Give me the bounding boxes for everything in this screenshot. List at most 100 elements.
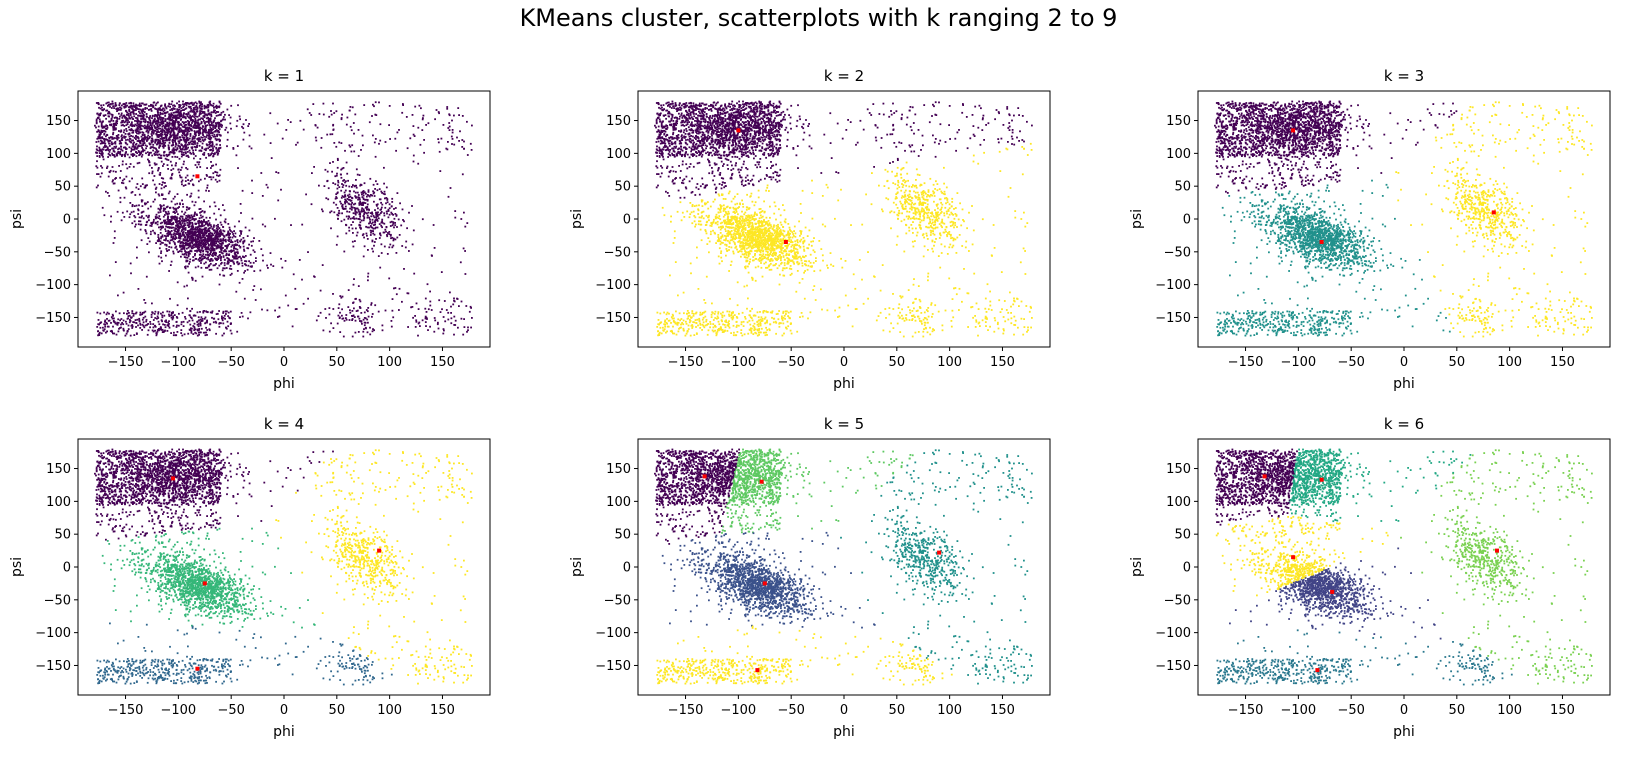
data-point — [128, 106, 130, 108]
data-point — [140, 229, 142, 231]
data-point — [166, 154, 168, 156]
data-point — [346, 216, 348, 218]
data-point — [110, 322, 112, 324]
data-point — [205, 254, 207, 256]
data-point — [211, 132, 213, 134]
data-point — [444, 320, 446, 322]
data-point — [168, 223, 170, 225]
data-point — [463, 148, 465, 150]
data-point — [223, 256, 225, 258]
data-point — [471, 125, 473, 127]
data-point — [227, 132, 229, 134]
data-point — [471, 317, 473, 319]
data-point — [129, 136, 131, 138]
data-point — [352, 232, 354, 234]
data-point — [123, 328, 125, 330]
data-point — [363, 210, 365, 212]
data-point — [151, 225, 153, 227]
data-point — [150, 206, 152, 208]
data-point — [172, 223, 174, 225]
data-point — [102, 327, 104, 329]
data-point — [157, 123, 159, 125]
data-point — [160, 207, 162, 209]
data-point — [120, 201, 122, 203]
data-point — [153, 119, 155, 121]
data-point — [167, 235, 169, 237]
data-point — [226, 234, 228, 236]
scatter-points — [654, 101, 1033, 338]
data-point — [215, 138, 217, 140]
data-point — [200, 243, 202, 245]
data-point — [99, 152, 101, 154]
data-point — [449, 292, 451, 294]
data-point — [204, 229, 206, 231]
data-point — [115, 311, 117, 313]
data-point — [179, 127, 181, 129]
data-point — [211, 111, 213, 113]
data-point — [154, 330, 156, 332]
data-point — [138, 288, 140, 290]
data-point — [176, 111, 178, 113]
data-point — [370, 232, 372, 234]
data-point — [353, 302, 355, 304]
data-point — [341, 315, 343, 317]
data-point — [145, 230, 147, 232]
data-point — [192, 152, 194, 154]
data-point — [185, 124, 187, 126]
data-point — [269, 112, 271, 114]
data-point — [378, 311, 380, 313]
data-point — [164, 244, 166, 246]
data-point — [372, 219, 374, 221]
data-point — [181, 220, 183, 222]
data-point — [125, 151, 127, 153]
data-point — [214, 152, 216, 154]
data-point — [217, 122, 219, 124]
data-point — [375, 138, 377, 140]
data-point — [120, 109, 122, 111]
data-point — [101, 107, 103, 109]
data-point — [175, 146, 177, 148]
data-point — [372, 213, 374, 215]
data-point — [206, 258, 208, 260]
data-point — [169, 311, 171, 313]
data-point — [381, 226, 383, 228]
data-point — [186, 194, 188, 196]
data-point — [183, 138, 185, 140]
data-point — [450, 306, 452, 308]
data-point — [188, 183, 190, 185]
data-point — [112, 116, 114, 118]
data-point — [222, 119, 224, 121]
data-point — [211, 165, 213, 167]
data-point — [167, 217, 169, 219]
data-point — [391, 246, 393, 248]
data-point — [387, 253, 389, 255]
data-point — [150, 128, 152, 130]
data-point — [142, 112, 144, 114]
data-point — [203, 154, 205, 156]
data-point — [341, 177, 343, 179]
data-point — [245, 227, 247, 229]
data-point — [123, 103, 125, 105]
data-point — [190, 230, 192, 232]
data-point — [317, 127, 319, 129]
data-point — [184, 212, 186, 214]
data-point — [98, 126, 100, 128]
data-point — [119, 102, 121, 104]
data-point — [111, 330, 113, 332]
data-point — [134, 194, 136, 196]
data-point — [206, 241, 208, 243]
data-point — [281, 267, 283, 269]
data-point — [394, 222, 396, 224]
data-point — [111, 114, 113, 116]
data-point — [151, 141, 153, 143]
data-point — [140, 145, 142, 147]
data-point — [354, 185, 356, 187]
data-point — [111, 143, 113, 145]
data-point — [129, 202, 131, 204]
data-point — [106, 134, 108, 136]
data-point — [179, 109, 181, 111]
data-point — [180, 332, 182, 334]
data-point — [360, 228, 362, 230]
data-point — [320, 290, 322, 292]
